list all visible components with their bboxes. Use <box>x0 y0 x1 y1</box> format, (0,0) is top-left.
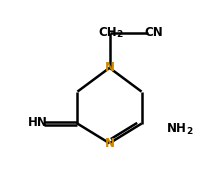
Text: N: N <box>104 61 115 74</box>
Text: 2: 2 <box>116 30 123 39</box>
Text: 2: 2 <box>187 127 193 136</box>
Text: NH: NH <box>167 122 187 135</box>
Text: CH: CH <box>98 26 117 39</box>
Text: N: N <box>104 137 115 150</box>
Text: CN: CN <box>144 26 163 39</box>
Text: HN: HN <box>28 116 48 129</box>
